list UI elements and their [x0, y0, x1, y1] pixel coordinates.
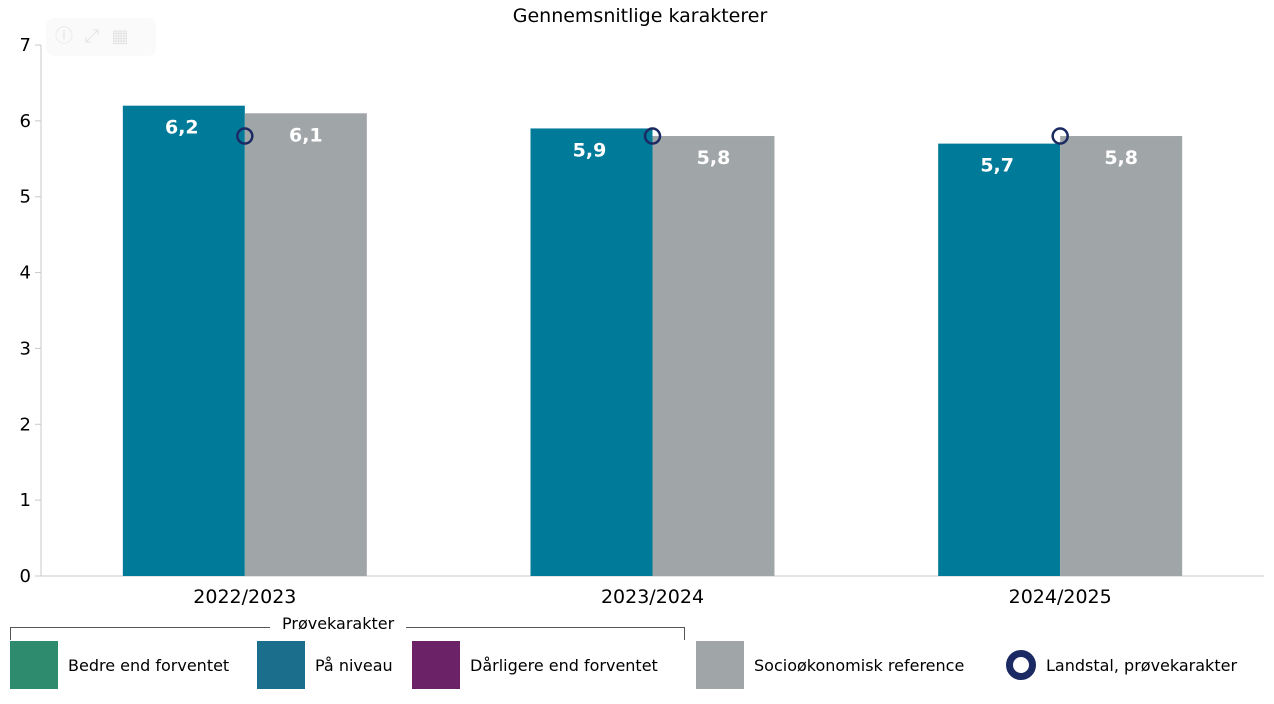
y-tick-label: 4	[20, 263, 31, 284]
data-label: 5,8	[697, 147, 731, 169]
chart-bars: 6,2 6,1 5,9 5,8 5,7 5,8	[122, 105, 1183, 577]
x-tick-label: 2022/2023	[193, 586, 296, 608]
legend-item-socio[interactable]: Socioøkonomisk reference	[696, 640, 964, 690]
landstal-marker	[236, 127, 254, 145]
y-tick-label: 1	[20, 490, 31, 511]
legend-swatch-paa-niveau	[257, 641, 305, 689]
legend-label-daarligere: Dårligere end forventet	[470, 655, 658, 675]
legend-swatch-socio	[696, 641, 744, 689]
bar	[122, 105, 245, 576]
legend-item-daarligere[interactable]: Dårligere end forventet	[412, 640, 658, 690]
data-label: 5,8	[1104, 147, 1138, 169]
legend-item-bedre[interactable]: Bedre end forventet	[10, 640, 229, 690]
chart-axes: 0 1 2 3 4 5 6 7 2022/2023 2023/2024 2024/2025	[20, 35, 1264, 608]
legend-label-paa-niveau: På niveau	[315, 655, 393, 675]
landstal-marker	[1051, 127, 1069, 145]
data-label: 5,9	[573, 139, 607, 161]
legend-label-bedre: Bedre end forventet	[68, 655, 230, 675]
bar	[530, 128, 653, 576]
y-tick-label: 3	[20, 338, 31, 359]
y-tick-label: 6	[20, 111, 31, 132]
y-tick-label: 7	[20, 35, 31, 56]
data-label: 5,7	[980, 155, 1014, 177]
legend-label-socio: Socioøkonomisk reference	[754, 655, 965, 675]
y-tick-label: 0	[20, 566, 31, 587]
bar	[1060, 136, 1183, 576]
y-tick-label: 2	[20, 414, 31, 435]
bar	[652, 136, 775, 576]
chart-toolbar: ⓘ ⤢ ▦	[46, 18, 156, 56]
legend-label-landstal: Landstal, prøvekarakter	[1046, 655, 1238, 675]
legend-ring-icon	[1006, 650, 1036, 680]
bar	[938, 143, 1061, 576]
table-icon[interactable]: ▦	[111, 26, 129, 47]
y-tick-label: 5	[20, 187, 31, 208]
chart-markers	[236, 127, 1069, 145]
legend-item-landstal[interactable]: Landstal, prøvekarakter	[1000, 640, 1237, 690]
data-label: 6,1	[289, 124, 323, 146]
data-label: 6,2	[165, 117, 199, 139]
landstal-marker	[643, 127, 662, 145]
legend-item-paa-niveau[interactable]: På niveau	[257, 640, 393, 690]
x-tick-label: 2023/2024	[601, 586, 704, 608]
legend-group-title: Prøvekarakter	[270, 614, 407, 633]
legend-swatch-daarligere	[412, 641, 460, 689]
expand-icon[interactable]: ⤢	[84, 26, 100, 47]
chart-title: Gennemsnitlige karakterer	[513, 5, 768, 27]
bar	[244, 113, 367, 577]
chart-legend: Prøvekarakter Bedre end forventet På niv…	[0, 610, 1274, 704]
info-icon[interactable]: ⓘ	[55, 26, 73, 47]
x-tick-label: 2024/2025	[1009, 586, 1112, 608]
legend-swatch-bedre	[10, 641, 58, 689]
bar-chart: Gennemsnitlige karakterer 0 1 2 3 4 5 6 7 2022/2…	[20, 5, 1264, 608]
